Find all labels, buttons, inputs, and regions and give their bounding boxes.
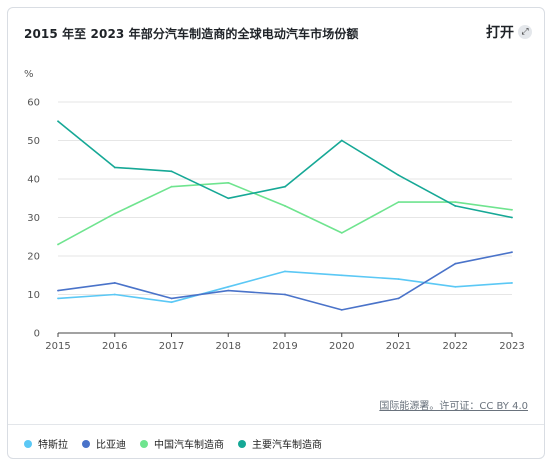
legend: 特斯拉 比亚迪 中国汽车制造商 主要汽车制造商 [24, 436, 322, 451]
legend-item[interactable]: 比亚迪 [82, 436, 126, 451]
data-point [170, 170, 173, 173]
data-point [284, 293, 286, 296]
data-point [284, 185, 286, 188]
legend-item[interactable]: 主要汽车制造商 [238, 436, 322, 451]
data-point [397, 278, 400, 280]
data-point [113, 282, 116, 284]
legend-dot-icon [24, 439, 32, 448]
legend-dot-icon [238, 439, 246, 448]
chart-title: 2015 年至 2023 年部分汽车制造商的全球电动汽车市场份额 [24, 27, 359, 41]
data-point [284, 205, 286, 207]
data-point [170, 185, 173, 188]
data-point [511, 216, 513, 219]
data-point [227, 181, 230, 184]
data-point [284, 270, 286, 273]
series-line-4 [57, 120, 513, 219]
data-point [227, 285, 230, 288]
data-point [170, 297, 173, 300]
legend-label: 主要汽车制造商 [252, 440, 322, 451]
data-point [227, 197, 230, 200]
data-point [511, 251, 513, 254]
y-axis-unit: % [24, 69, 34, 80]
data-point [170, 301, 173, 304]
data-point [340, 139, 343, 142]
x-tick-label: 2016 [102, 341, 127, 352]
data-point [397, 297, 400, 300]
legend-label: 特斯拉 [38, 440, 68, 451]
open-button-label: 打开 [486, 25, 514, 41]
data-point [340, 309, 343, 311]
x-tick-label: 2018 [216, 341, 241, 352]
x-tick-label: 2020 [329, 341, 354, 352]
data-point [397, 174, 400, 177]
data-point [454, 201, 457, 204]
data-point [227, 289, 230, 292]
series-line-3 [57, 182, 513, 246]
x-tick-label: 2021 [386, 341, 411, 352]
legend-item[interactable]: 特斯拉 [24, 436, 68, 451]
source-link[interactable]: 国际能源署。许可证：CC BY 4.0 [379, 401, 528, 412]
data-point [454, 285, 457, 288]
x-tick-label: 2017 [159, 341, 184, 352]
data-point [113, 293, 116, 296]
data-point [113, 212, 116, 215]
data-point [454, 205, 457, 207]
legend-dot-icon [82, 439, 90, 448]
open-button[interactable]: 打开 ⤢ [486, 22, 532, 42]
y-tick-label: 20 [27, 252, 40, 263]
x-tick-label: 2015 [45, 341, 70, 352]
data-point [340, 274, 343, 277]
x-tick-label: 2022 [443, 341, 468, 352]
line-chart: 0 10 20 30 40 50 60 2015 2016 2017 2018 2019 2020 202… [27, 98, 524, 353]
data-point [57, 120, 59, 123]
y-tick-label: 60 [27, 98, 40, 109]
y-tick-label: 10 [27, 290, 40, 301]
data-point [57, 243, 59, 246]
legend-item[interactable]: 中国汽车制造商 [140, 436, 224, 451]
legend-dot-icon [140, 439, 148, 448]
y-tick-label: 0 [34, 329, 40, 340]
y-tick-label: 30 [27, 213, 40, 224]
data-point [57, 289, 59, 292]
data-point [511, 282, 513, 284]
legend-label: 比亚迪 [96, 440, 126, 451]
data-point [340, 232, 343, 234]
x-tick-label: 2019 [272, 341, 297, 352]
data-point [57, 297, 59, 300]
data-point [397, 201, 400, 204]
data-point [454, 262, 457, 265]
chart-card: 2015 年至 2023 年部分汽车制造商的全球电动汽车市场份额 打开 ⤢ % … [7, 7, 545, 459]
divider [8, 424, 544, 425]
x-tick-label: 2023 [499, 341, 524, 352]
legend-label: 中国汽车制造商 [154, 440, 224, 451]
y-tick-label: 50 [27, 136, 40, 147]
series-line-2 [57, 251, 513, 311]
expand-icon: ⤢ [518, 25, 532, 39]
y-tick-label: 40 [27, 175, 40, 186]
data-point [113, 166, 116, 169]
data-point [511, 208, 513, 211]
